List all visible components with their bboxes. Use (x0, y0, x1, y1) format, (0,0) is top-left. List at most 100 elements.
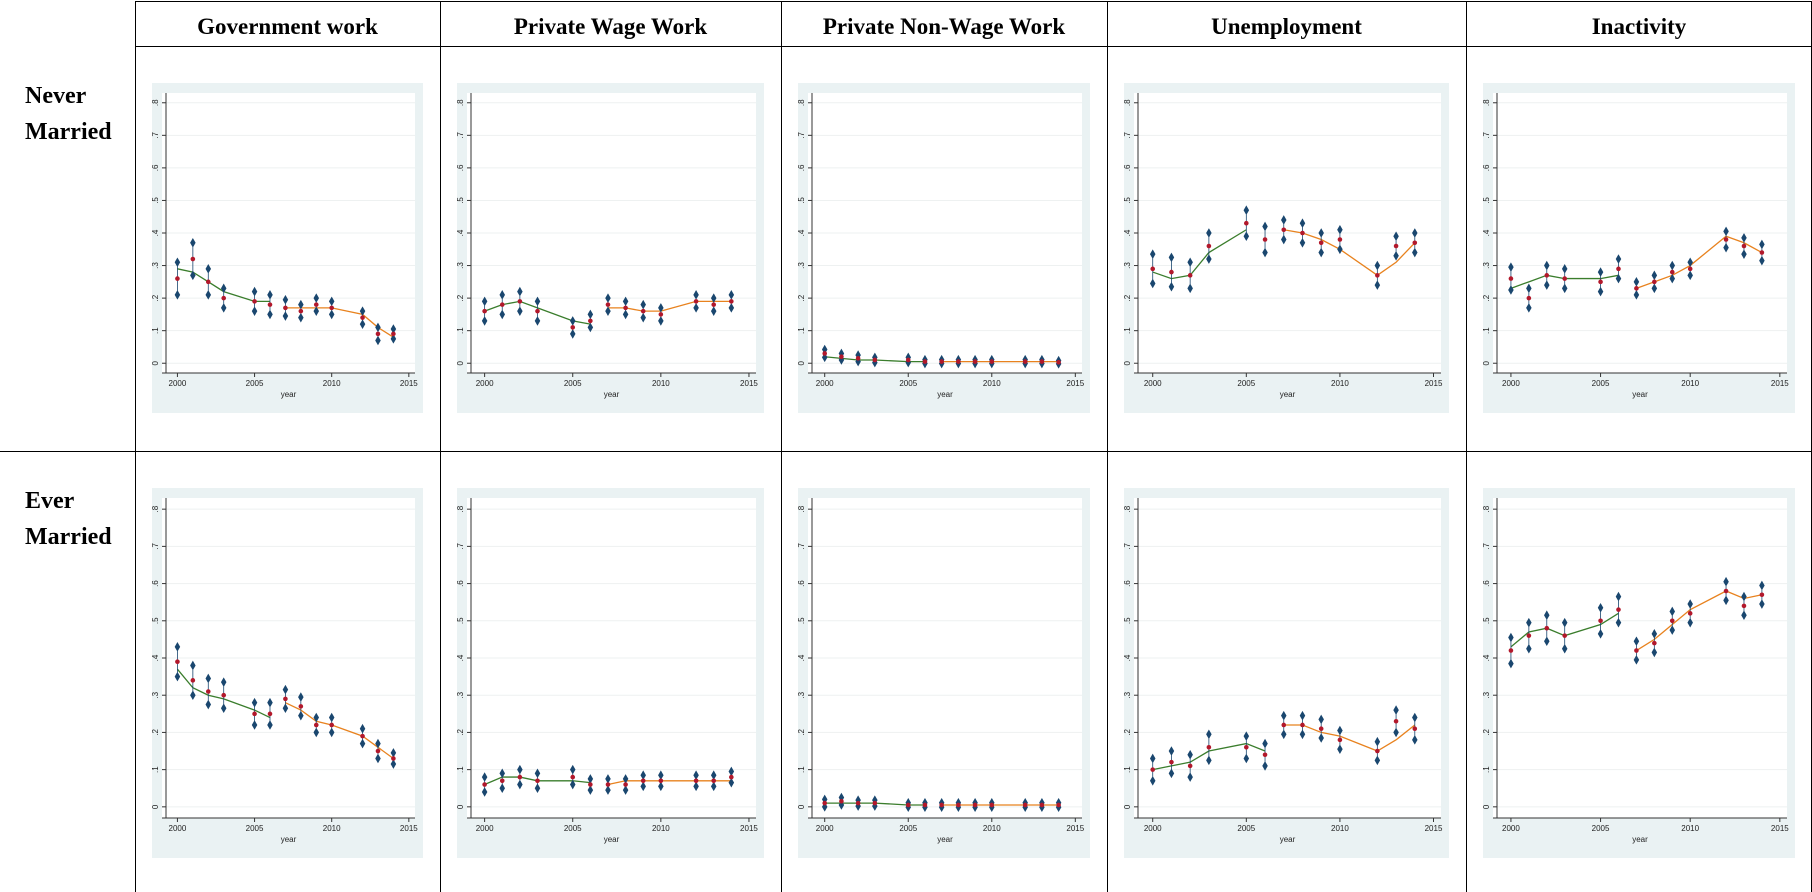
estimate-point (1669, 269, 1675, 275)
estimate-point (1022, 802, 1028, 808)
y-tick-label: .4 (456, 229, 465, 236)
estimate-point (1598, 279, 1603, 285)
estimate-point (711, 778, 717, 784)
y-tick-label: .7 (1482, 131, 1491, 138)
y-tick-label: .4 (1482, 654, 1491, 661)
estimate-point (175, 276, 180, 281)
confidence-interval (640, 299, 646, 323)
estimate-point (1206, 745, 1212, 750)
estimate-point (588, 318, 593, 324)
estimate-point (605, 782, 611, 787)
estimate-point (1652, 640, 1657, 646)
y-tick-label: .8 (797, 505, 806, 512)
chart: 0 .1 .2 .3 .4 .5 .6 .7 .8 2000 2005 2010 2015 year (456, 83, 764, 413)
border (440, 1, 441, 892)
estimate-point (283, 305, 288, 311)
estimate-point (1634, 648, 1639, 653)
x-tick-label: 2015 (1771, 824, 1789, 833)
estimate-point (989, 802, 995, 808)
confidence-interval (313, 293, 320, 316)
y-tick-label: .6 (797, 164, 806, 171)
y-tick-label: .2 (456, 729, 465, 736)
y-tick-label: .8 (151, 99, 160, 106)
estimate-point (1169, 759, 1174, 765)
estimate-point (1562, 633, 1568, 638)
y-tick-label: 0 (151, 360, 160, 365)
x-axis-label: year (937, 835, 953, 844)
estimate-point (499, 302, 505, 307)
estimate-point (640, 778, 646, 784)
x-tick-label: 2000 (476, 824, 494, 833)
estimate-point (1187, 763, 1193, 769)
x-tick-label: 2010 (1681, 379, 1699, 388)
y-tick-label: 0 (797, 360, 806, 365)
column-header: Government work (197, 14, 378, 39)
y-tick-label: .4 (797, 229, 806, 236)
confidence-interval (1206, 729, 1212, 766)
y-tick-label: 0 (797, 804, 806, 809)
estimate-point (693, 778, 699, 784)
x-tick-label: 2015 (1425, 824, 1443, 833)
estimate-point (605, 302, 611, 307)
confidence-interval (282, 684, 289, 714)
confidence-interval (251, 697, 258, 730)
estimate-point (1544, 273, 1550, 278)
estimate-point (375, 748, 381, 754)
y-tick-label: .7 (1123, 542, 1132, 549)
estimate-point (588, 782, 593, 787)
estimate-point (298, 308, 304, 314)
x-tick-label: 2015 (400, 824, 418, 833)
border (135, 1, 1812, 2)
confidence-interval (499, 768, 506, 794)
fit-line (824, 356, 925, 363)
y-tick-label: .4 (1482, 229, 1491, 236)
estimate-point (623, 782, 628, 787)
estimate-point (1281, 227, 1287, 233)
estimate-point (1300, 722, 1305, 728)
x-tick-label: 2010 (983, 379, 1001, 388)
y-tick-label: .7 (151, 131, 160, 138)
x-axis-label: year (604, 835, 620, 844)
estimate-point (839, 354, 844, 360)
x-tick-label: 2005 (564, 379, 582, 388)
y-tick-label: .4 (456, 654, 465, 661)
chart: 0 .1 .2 .3 .4 .5 .6 .7 .8 2000 2005 2010 2015 year (1123, 488, 1449, 858)
estimate-point (1262, 237, 1268, 242)
estimate-point (1759, 592, 1765, 598)
y-tick-label: .7 (797, 131, 806, 138)
x-tick-label: 2000 (476, 379, 494, 388)
column-header: Unemployment (1211, 14, 1362, 39)
y-tick-label: 0 (1482, 360, 1491, 365)
y-tick-label: .1 (1482, 766, 1491, 773)
y-tick-label: .2 (1482, 294, 1491, 301)
x-tick-label: 2005 (1592, 379, 1610, 388)
border (135, 46, 1812, 47)
estimate-point (1526, 633, 1532, 638)
y-tick-label: .6 (151, 164, 160, 171)
estimate-point (1616, 266, 1621, 272)
estimate-point (1281, 722, 1287, 728)
estimate-point (205, 279, 211, 285)
y-tick-label: .3 (151, 691, 160, 698)
confidence-interval (499, 290, 506, 320)
confidence-interval (728, 290, 735, 313)
estimate-point (375, 331, 381, 337)
y-tick-label: .1 (151, 327, 160, 334)
y-tick-label: .5 (797, 617, 806, 624)
y-tick-label: .5 (1123, 197, 1132, 204)
y-tick-label: .6 (456, 580, 465, 587)
confidence-interval (375, 738, 381, 764)
estimate-point (313, 722, 319, 728)
fit-line (824, 802, 925, 806)
estimate-point (1634, 286, 1639, 291)
y-tick-label: .1 (797, 766, 806, 773)
estimate-point (517, 774, 523, 780)
estimate-point (190, 256, 196, 262)
y-tick-label: .7 (797, 542, 806, 549)
estimate-point (1206, 243, 1212, 249)
x-tick-label: 2010 (1681, 824, 1699, 833)
estimate-point (252, 711, 257, 717)
x-tick-label: 2005 (899, 824, 917, 833)
y-tick-label: .2 (797, 294, 806, 301)
chart: 0 .1 .2 .3 .4 .5 .6 .7 .8 2000 2005 2010 2015 year (456, 488, 764, 858)
